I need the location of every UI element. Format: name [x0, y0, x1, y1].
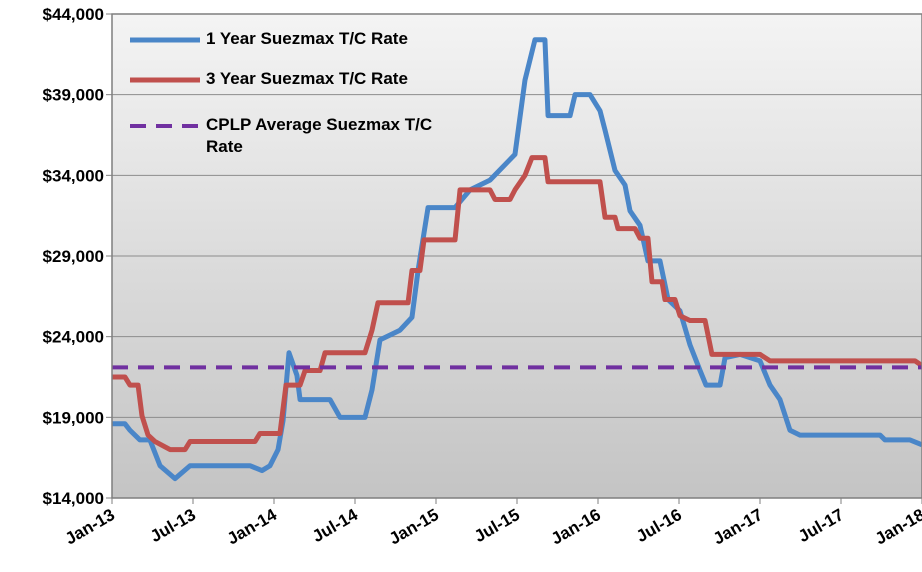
x-tick-label: Jul-14: [309, 505, 362, 546]
y-tick-label: $19,000: [43, 408, 104, 427]
x-tick-label: Jan-13: [62, 505, 118, 548]
y-tick-label: $24,000: [43, 328, 104, 347]
legend-label: 1 Year Suezmax T/C Rate: [206, 29, 408, 48]
x-tick-label: Jan-18: [872, 505, 922, 548]
x-tick-label: Jul-16: [633, 505, 685, 546]
lines: [112, 37, 922, 482]
legend-label: 3 Year Suezmax T/C Rate: [206, 69, 408, 88]
legend-entry: 1 Year Suezmax T/C Rate: [206, 29, 408, 48]
y-tick-label: $14,000: [43, 489, 104, 508]
x-tick-label: Jan-15: [386, 505, 442, 548]
legend-label: CPLP Average Suezmax T/C Rate: [206, 115, 433, 156]
legend-entry: 3 Year Suezmax T/C Rate: [206, 69, 408, 88]
y-tick-label: $29,000: [43, 247, 104, 266]
legend: 1 Year Suezmax T/C Rate 3 Year Suezmax T/…: [130, 29, 433, 156]
legend-entry: CPLP Average Suezmax T/C Rate: [206, 115, 433, 156]
x-tick-label: Jul-15: [471, 505, 523, 546]
x-tick-label: Jul-17: [795, 505, 847, 546]
x-tick-label: Jan-17: [710, 505, 766, 548]
y-tick-label: $39,000: [43, 86, 104, 105]
y-tick-label: $34,000: [43, 166, 104, 185]
x-tick-label: Jan-14: [224, 505, 281, 549]
y-tick-label: $44,000: [43, 5, 104, 24]
x-tick-label: Jul-13: [147, 505, 199, 546]
x-tick-label: Jan-16: [548, 505, 604, 548]
series-line: [112, 155, 922, 453]
series-line: [112, 37, 922, 482]
